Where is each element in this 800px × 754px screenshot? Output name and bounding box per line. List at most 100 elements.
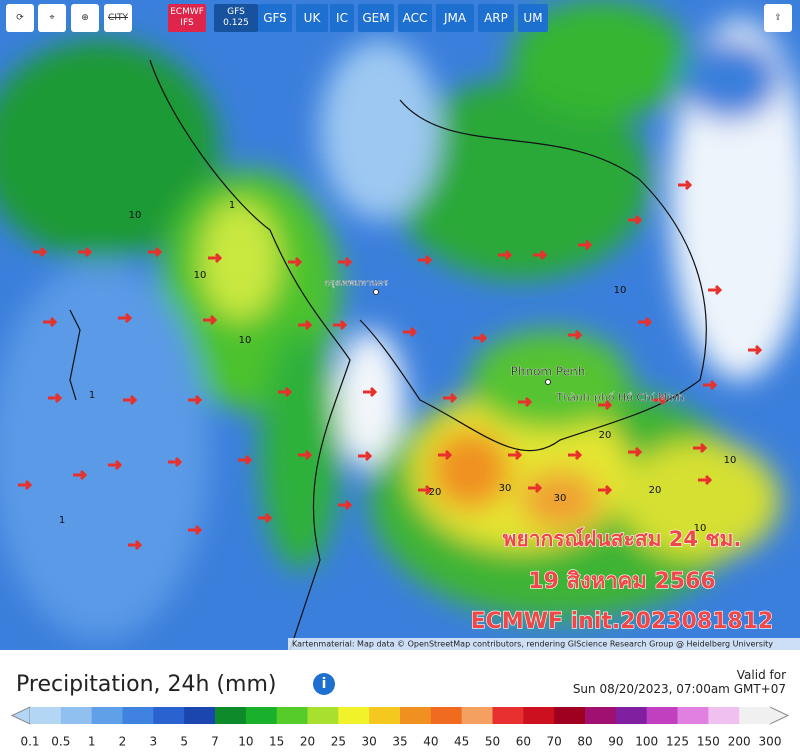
model-button[interactable]: ACC bbox=[398, 4, 432, 32]
legend-label: 60 bbox=[516, 735, 531, 749]
wind-arrow bbox=[418, 484, 433, 496]
model-button[interactable]: JMA bbox=[436, 4, 474, 32]
wind-arrow bbox=[43, 316, 58, 328]
legend-swatch bbox=[492, 707, 524, 724]
model-button[interactable]: ECMWF IFS bbox=[168, 4, 206, 32]
wind-arrow bbox=[238, 454, 253, 466]
model-button[interactable]: UK bbox=[296, 4, 328, 32]
wind-arrow bbox=[288, 256, 303, 268]
wind-arrow bbox=[708, 284, 723, 296]
wind-arrow bbox=[403, 326, 418, 338]
valid: Valid for Sun 08/20/2023, 07:00am GMT+07 bbox=[573, 668, 786, 696]
place-label: กรุงเทพมหานคร bbox=[324, 279, 388, 289]
legend-swatch bbox=[430, 707, 463, 724]
legend-label: 25 bbox=[331, 735, 346, 749]
wind-arrow bbox=[568, 449, 583, 461]
contour-label: 10 bbox=[724, 455, 737, 466]
legend-label: 0.5 bbox=[51, 735, 70, 749]
model-button[interactable]: GEM bbox=[358, 4, 394, 32]
city-button[interactable]: CITY bbox=[104, 4, 132, 32]
legend-swatch bbox=[122, 707, 154, 724]
legend-label: 35 bbox=[392, 735, 407, 749]
legend-label: 1 bbox=[88, 735, 96, 749]
wind-arrow bbox=[508, 449, 523, 461]
wind-arrow bbox=[108, 459, 123, 471]
legend-label: 2 bbox=[119, 735, 127, 749]
wind-arrow bbox=[438, 449, 453, 461]
legend-label: 150 bbox=[697, 735, 720, 749]
contour-label: 1 bbox=[59, 515, 65, 526]
contour-label: 20 bbox=[599, 430, 612, 441]
wind-arrow bbox=[18, 479, 33, 491]
wind-arrow bbox=[338, 499, 353, 511]
model-button[interactable]: ARP bbox=[478, 4, 514, 32]
legend: 0.1 0.5 1 2 3 5 7 10 15 20 25 30 35 40 45 50 60 70 80 90 100… bbox=[10, 706, 790, 749]
wind-arrow bbox=[598, 399, 613, 411]
legend-swatch bbox=[153, 707, 185, 724]
model-button[interactable]: GFS bbox=[258, 4, 292, 32]
place-dot bbox=[373, 289, 379, 295]
wind-arrow bbox=[78, 246, 93, 258]
wind-arrow bbox=[168, 456, 183, 468]
contour-label: 10 bbox=[694, 523, 707, 534]
wind-arrow bbox=[638, 316, 653, 328]
wind-arrow bbox=[653, 394, 668, 406]
wind-arrow bbox=[533, 249, 548, 261]
map: Kartenmaterial: Map data © OpenStreetMap… bbox=[0, 0, 800, 650]
refresh-button[interactable]: ⟳ bbox=[6, 4, 34, 32]
valid-time: Sun 08/20/2023, 07:00am GMT+07 bbox=[572, 682, 786, 696]
wind-arrow bbox=[278, 386, 293, 398]
wind-arrow bbox=[568, 329, 583, 341]
legend-swatch bbox=[184, 707, 216, 724]
wind-arrow bbox=[473, 332, 488, 344]
legend-label: 45 bbox=[454, 735, 469, 749]
legend-label: 90 bbox=[608, 735, 623, 749]
footer: Precipitation, 24h (mm) i Valid for Sun … bbox=[0, 650, 800, 754]
legend-label: 125 bbox=[666, 735, 689, 749]
legend-end bbox=[769, 706, 790, 725]
share-button[interactable]: ⇪ bbox=[764, 4, 792, 32]
legend-swatch bbox=[400, 707, 432, 724]
legend-swatch bbox=[554, 707, 586, 724]
contour-label: 30 bbox=[499, 483, 512, 494]
wind-arrow bbox=[333, 319, 348, 331]
legend-label: 10 bbox=[238, 735, 253, 749]
legend-label: 30 bbox=[362, 735, 377, 749]
legend-swatch bbox=[245, 707, 278, 724]
contour-label: 20 bbox=[649, 485, 662, 496]
wind-arrow bbox=[518, 396, 533, 408]
model-button[interactable]: IC bbox=[330, 4, 354, 32]
legend-label: 5 bbox=[180, 735, 188, 749]
wind-arrow bbox=[258, 512, 273, 524]
contour-label: 10 bbox=[194, 270, 207, 281]
wind-arrow bbox=[578, 239, 593, 251]
forecast-caption: 19 สิงหาคม 2566 bbox=[528, 569, 715, 594]
wind-arrow bbox=[358, 450, 373, 462]
valid-label: Valid for bbox=[736, 668, 786, 682]
location-button[interactable]: ⌖ bbox=[38, 4, 66, 32]
contour-label: 10 bbox=[129, 210, 142, 221]
zoom-button[interactable]: ⊕ bbox=[71, 4, 99, 32]
wind-arrow bbox=[628, 214, 643, 226]
contour-label: 20 bbox=[429, 487, 442, 498]
legend-swatch bbox=[677, 707, 709, 724]
forecast-caption: พยากรณ์ฝนสะสม 24 ชม. bbox=[503, 527, 742, 551]
model-button[interactable]: GFS 0.125 bbox=[214, 4, 258, 32]
contour-label: 1 bbox=[89, 390, 95, 401]
contour-label: 10 bbox=[239, 335, 252, 346]
attribution: Kartenmaterial: Map data © OpenStreetMap… bbox=[292, 640, 773, 649]
model-button[interactable]: UM bbox=[518, 4, 548, 32]
wind-arrow bbox=[208, 252, 223, 264]
legend-label: 300 bbox=[759, 735, 782, 749]
wind-arrow bbox=[498, 249, 513, 261]
info-button[interactable]: i bbox=[313, 673, 335, 695]
legend-label: 7 bbox=[211, 735, 219, 749]
legend-swatch bbox=[369, 707, 401, 724]
place-label: Thành phố Hồ Chí Minh bbox=[555, 391, 684, 404]
place-label: Phnom Penh bbox=[511, 365, 586, 379]
wind-arrow bbox=[628, 446, 643, 458]
wind-arrow bbox=[678, 179, 693, 191]
legend-swatch bbox=[585, 707, 617, 724]
legend-swatch bbox=[615, 707, 648, 724]
